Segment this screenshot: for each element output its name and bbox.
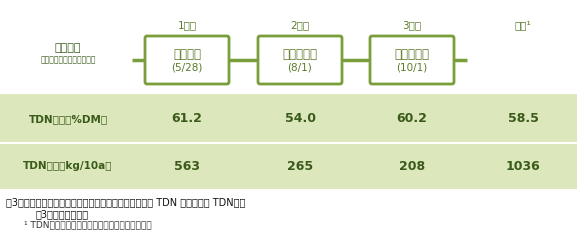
Text: 208: 208 xyxy=(399,160,425,173)
FancyBboxPatch shape xyxy=(145,36,229,84)
Text: TDN収量（kg/10a）: TDN収量（kg/10a） xyxy=(23,161,113,171)
Bar xyxy=(0,93,577,190)
Text: 出穂初め: 出穂初め xyxy=(173,48,201,61)
Text: TDN含量（%DM）: TDN含量（%DM） xyxy=(28,114,107,124)
Text: 54.0: 54.0 xyxy=(284,113,316,126)
Text: 3番草: 3番草 xyxy=(402,20,422,30)
Text: 年間¹: 年間¹ xyxy=(515,20,531,30)
Text: 収穮の晉限: 収穮の晉限 xyxy=(395,48,429,61)
FancyBboxPatch shape xyxy=(370,36,454,84)
Text: 60.2: 60.2 xyxy=(396,113,428,126)
Text: ¹ TDN含量の年間値については各番草の平均値。: ¹ TDN含量の年間値については各番草の平均値。 xyxy=(24,220,152,229)
Text: 1036: 1036 xyxy=(505,160,541,173)
Text: 図3　「東北１号」の最適刈取り体系と各番草における TDN 含量および TDN収量: 図3 「東北１号」の最適刈取り体系と各番草における TDN 含量および TDN収… xyxy=(6,197,245,207)
Text: （括弧内は盛岡での暦日）: （括弧内は盛岡での暦日） xyxy=(40,55,96,65)
Text: 2番草: 2番草 xyxy=(290,20,310,30)
Text: (5/28): (5/28) xyxy=(171,62,203,72)
Text: 563: 563 xyxy=(174,160,200,173)
Text: 1番草: 1番草 xyxy=(178,20,197,30)
Text: 刚取り日: 刚取り日 xyxy=(55,43,81,53)
Text: 265: 265 xyxy=(287,160,313,173)
Text: 梅雨明け後: 梅雨明け後 xyxy=(283,48,317,61)
Text: 58.5: 58.5 xyxy=(508,113,538,126)
Text: (10/1): (10/1) xyxy=(396,62,428,72)
Text: （3年間の平均値）: （3年間の平均値） xyxy=(36,209,89,219)
Text: 61.2: 61.2 xyxy=(171,113,203,126)
FancyBboxPatch shape xyxy=(258,36,342,84)
Text: (8/1): (8/1) xyxy=(287,62,312,72)
